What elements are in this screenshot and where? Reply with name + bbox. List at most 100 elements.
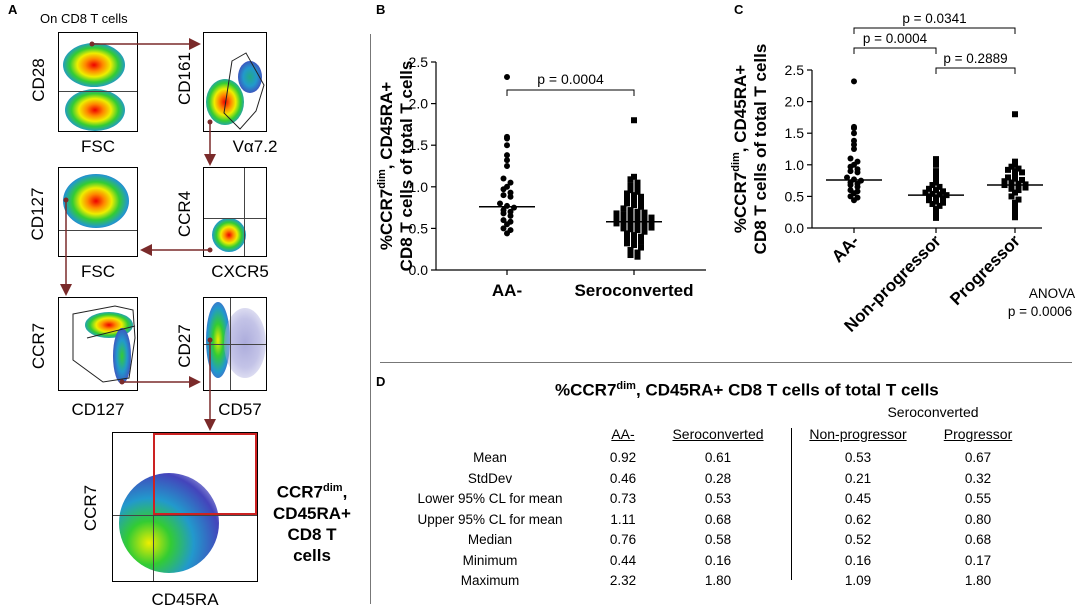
table-cell: 0.53: [844, 450, 872, 465]
data-point: [627, 222, 634, 229]
data-point: [634, 227, 641, 234]
data-point: [1019, 169, 1025, 176]
table-row-stat-label: Upper 95% CL for mean: [417, 511, 563, 527]
data-point: [500, 192, 507, 199]
flow-plot-cd127-fsc: [58, 167, 138, 257]
table-cell: 1.09: [844, 573, 872, 588]
y-tick-label: 1.5: [409, 137, 429, 153]
x-tick-label: Progressor: [946, 231, 1024, 309]
data-point: [1012, 111, 1018, 118]
table-cell: 0.45: [844, 491, 872, 506]
plot6-x-label: CD57: [218, 400, 262, 419]
table-row-stat-label: Maximum: [460, 573, 520, 588]
data-point: [631, 197, 637, 204]
flow-plot-cd161-va72: [203, 32, 267, 132]
flow-plot-ccr7-cd127: [58, 297, 138, 391]
data-point: [933, 179, 939, 186]
data-point: [613, 210, 620, 217]
table-cell: 0.53: [704, 491, 732, 506]
data-point: [634, 184, 641, 191]
table-cell: 0.28: [704, 470, 732, 486]
data-point: [648, 224, 655, 231]
data-point: [929, 190, 936, 197]
data-point: [507, 212, 514, 219]
data-point: [627, 182, 634, 189]
data-point: [500, 210, 507, 217]
data-point: [624, 190, 630, 197]
data-point: [627, 212, 634, 219]
seroconverted-group-header: Seroconverted: [887, 404, 979, 420]
table-row-stat-label: Minimum: [462, 552, 518, 568]
data-point: [504, 221, 510, 228]
stats-table: AA- Seroconverted Non-progressor Progressor…: [395, 426, 1075, 588]
data-point: [620, 221, 627, 228]
data-point: [1008, 193, 1015, 200]
data-point: [497, 200, 503, 207]
data-point: [627, 176, 634, 183]
y-tick-label: 2.0: [409, 96, 429, 112]
table-cell: 0.46: [609, 470, 637, 486]
panel-a-title: On CD8 T cells: [40, 11, 128, 26]
table-cell: 0.17: [964, 552, 992, 568]
comparison-bracket: [853, 47, 937, 54]
data-point: [500, 217, 507, 224]
data-point: [641, 213, 648, 220]
data-point: [851, 125, 857, 132]
data-point: [851, 78, 857, 85]
data-point: [627, 207, 634, 214]
flow-plot-ccr4-cxcr5: [203, 167, 267, 257]
table-cell: 0.16: [704, 552, 732, 568]
data-point: [847, 163, 854, 170]
data-point: [933, 161, 939, 168]
data-point: [929, 182, 936, 189]
comparison-p-label: p = 0.2889: [943, 51, 1007, 66]
data-point: [613, 220, 620, 227]
table-cell: 0.52: [844, 532, 872, 547]
data-point: [1008, 163, 1015, 170]
x-tick-label: AA-: [828, 231, 863, 266]
comparison-bracket: [935, 67, 1016, 74]
plot7-x-label: CD45RA: [151, 590, 219, 609]
data-point: [627, 247, 634, 254]
data-point: [1015, 165, 1022, 172]
data-point: [634, 249, 641, 256]
table-cell: 0.55: [964, 491, 992, 506]
y-tick-label: 0.5: [785, 188, 805, 204]
table-cell: 0.44: [609, 552, 637, 568]
table-cell: 2.32: [609, 573, 637, 588]
data-point: [1012, 214, 1018, 221]
plot5-x-label: CD127: [71, 400, 125, 419]
data-point: [851, 141, 857, 148]
data-point: [926, 185, 932, 192]
y-tick-label: 1.0: [785, 157, 805, 173]
data-point: [940, 195, 946, 202]
data-point: [641, 223, 648, 230]
data-point: [631, 192, 637, 199]
data-point: [933, 156, 939, 163]
data-point: [936, 202, 943, 209]
data-point: [847, 193, 854, 200]
p-value-label: p = 0.0004: [537, 71, 604, 87]
divider-d-top: [380, 362, 1072, 363]
data-point: [1012, 171, 1018, 178]
data-point: [844, 174, 850, 181]
panel-d-label: D: [376, 374, 386, 389]
data-point: [854, 183, 861, 190]
table-group-divider: [791, 428, 792, 580]
plot1-x-label: FSC: [81, 137, 115, 156]
data-point: [631, 117, 637, 124]
data-point: [624, 240, 630, 247]
data-point: [1012, 168, 1018, 175]
data-point: [1012, 199, 1018, 206]
chart-c: 0.0 0.5 1.0 1.5 2.0 2.5 %CCR7dim, CD45RA+ CD8 T…: [730, 11, 1075, 336]
table-cell: 0.62: [844, 511, 872, 527]
data-point: [504, 157, 510, 164]
data-point: [926, 197, 932, 204]
data-point: [638, 203, 644, 210]
y-tick-label: 2.5: [785, 62, 805, 78]
x-tick-label: AA-: [492, 281, 522, 300]
data-point: [926, 193, 932, 200]
data-point: [1005, 174, 1011, 181]
data-point: [504, 135, 510, 142]
data-point: [627, 217, 634, 224]
